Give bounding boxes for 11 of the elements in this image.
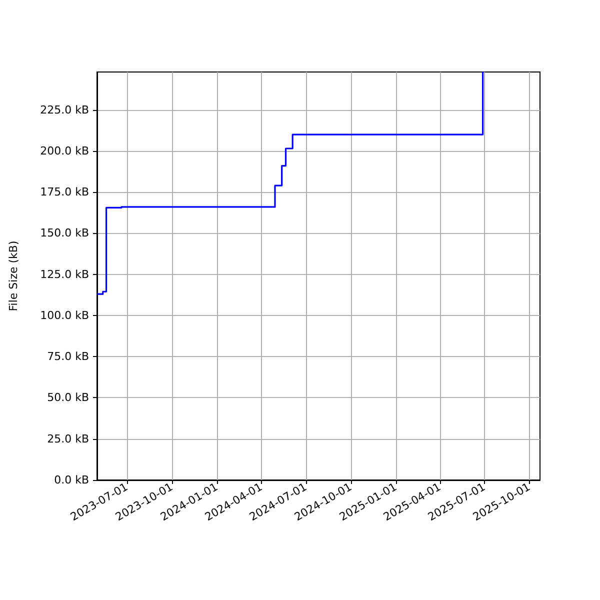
y-tick-label: 25.0 kB <box>47 432 89 446</box>
y-tick-label: 150.0 kB <box>40 226 89 240</box>
y-tick-label: 225.0 kB <box>40 103 89 116</box>
y-tick-label: 200.0 kB <box>40 144 89 158</box>
y-tick-label: 75.0 kB <box>47 350 89 364</box>
y-tick-label: 175.0 kB <box>40 186 89 199</box>
y-tick-label: 125.0 kB <box>40 268 89 281</box>
y-tick-label: 100.0 kB <box>40 308 89 322</box>
y-tick-label: 50.0 kB <box>47 391 89 404</box>
y-tick-label: 0.0 kB <box>54 474 89 486</box>
y-axis-title: File Size (kB) <box>7 240 20 312</box>
